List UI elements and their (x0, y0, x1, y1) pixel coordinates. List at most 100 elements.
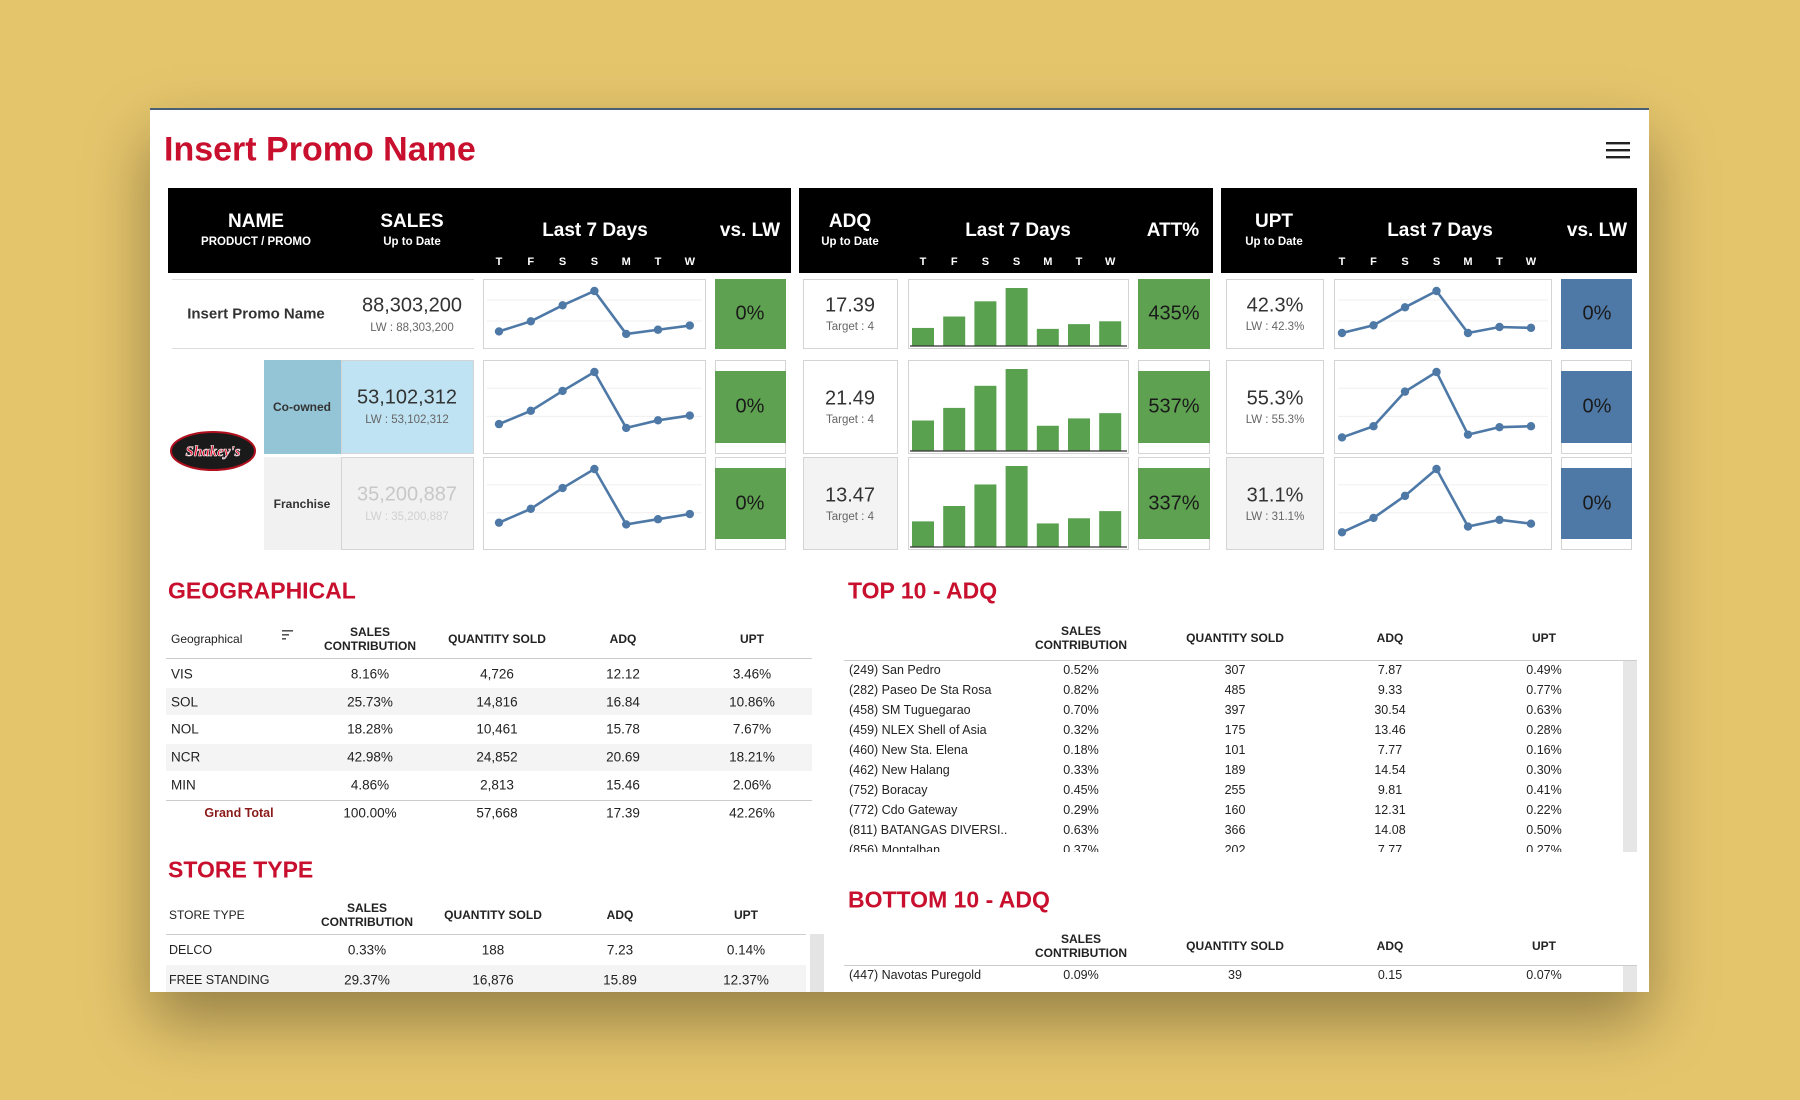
cell: 2.06% (732, 777, 772, 793)
cell: 0.14% (726, 942, 766, 958)
cell: 7.77 (1377, 743, 1403, 757)
cell: 0.18% (1063, 743, 1099, 757)
column-header: ADQ (609, 632, 637, 646)
upt-vs-lw: 0% (1582, 395, 1612, 418)
trend-point (1337, 328, 1347, 338)
section-title: BOTTOM 10 - ADQ (848, 886, 1050, 913)
upt-lw: LW : 42.3% (1245, 321, 1305, 333)
day-label: T (654, 256, 662, 268)
trend-point (1369, 422, 1378, 431)
cell: 7.23 (606, 942, 634, 958)
trend-point (526, 317, 535, 326)
cell: 0.37% (1063, 843, 1099, 852)
att-value: 435% (1148, 302, 1200, 325)
cell: 0.15 (1377, 968, 1403, 982)
header-label: vs. LW (1566, 220, 1628, 241)
sales-lw: LW : 35,200,887 (365, 510, 449, 523)
cell: VIS (171, 666, 193, 682)
cell: 15.89 (603, 972, 637, 988)
header-label: Up to Date (383, 236, 441, 248)
cell: NCR (171, 749, 201, 765)
header-rule (166, 658, 812, 659)
upt-value: 42.3% (1246, 294, 1304, 317)
trend-point (653, 515, 663, 524)
cell: 485 (1224, 683, 1246, 697)
att-value: 537% (1148, 395, 1200, 418)
cell: 0.77% (1526, 683, 1562, 697)
adq-value: 17.39 (824, 294, 876, 317)
day-label: S (590, 256, 599, 268)
header-band (1221, 188, 1637, 273)
value-cell (341, 360, 474, 454)
cell: 366 (1224, 823, 1246, 837)
bar (1005, 369, 1028, 451)
upt-cell (1226, 360, 1324, 454)
day-label: M (621, 256, 631, 268)
header-label: Last 7 Days (1387, 220, 1493, 241)
cell: (772) Cdo Gateway (849, 803, 958, 817)
cell: 255 (1224, 783, 1246, 797)
column-header: QUANTITY SOLD (1186, 631, 1284, 645)
cell: 0.49% (1526, 663, 1562, 677)
trend-point (494, 419, 504, 429)
vs-fill (715, 371, 786, 443)
sparkline (487, 464, 702, 529)
cell: FREE STANDING (169, 973, 270, 987)
bar (1068, 418, 1090, 451)
day-label: W (1104, 256, 1116, 268)
cell: 0.33% (347, 942, 387, 958)
cell: 10.86% (729, 694, 775, 710)
column-header: ADQ (1376, 631, 1404, 645)
header-band (168, 188, 791, 273)
header-band (799, 188, 1213, 273)
bar (943, 316, 966, 346)
column-header: UPT (1532, 631, 1556, 645)
trend-point (590, 286, 599, 296)
cell: (459) NLEX Shell of Asia (849, 723, 987, 737)
cell: 101 (1224, 743, 1246, 757)
bar (1036, 425, 1059, 451)
upt-cell (1226, 279, 1324, 349)
trend-point (1463, 522, 1473, 531)
header-rule (844, 965, 1637, 966)
trend-point (1400, 303, 1410, 312)
cell: (856) Montalban (849, 843, 941, 852)
column-header: QUANTITY SOLD (444, 908, 542, 922)
trend-point (1526, 422, 1536, 431)
day-label: T (1075, 256, 1083, 268)
bar (1099, 511, 1122, 547)
trend-point (685, 509, 694, 519)
upt-vs-lw: 0% (1582, 302, 1612, 325)
header-label: Up to Date (821, 236, 879, 248)
cell: 0.29% (1063, 803, 1099, 817)
total-label: Grand Total (204, 806, 274, 820)
trend-point (526, 504, 535, 514)
trend-point (1337, 433, 1347, 442)
chart-box (908, 279, 1129, 349)
column-header: UPT (1532, 939, 1556, 953)
sort-icon[interactable] (282, 630, 294, 640)
header-label: SALES (380, 211, 444, 232)
cell: 10,461 (476, 721, 518, 737)
bar (943, 407, 966, 451)
cell: (462) New Halang (849, 763, 950, 777)
upt-lw: LW : 31.1% (1245, 510, 1305, 523)
day-label: T (1338, 256, 1346, 268)
cell: 42.26% (729, 805, 775, 821)
trend-point (1463, 430, 1473, 439)
column-header: ADQ (1376, 939, 1404, 953)
cell: SOL (171, 694, 199, 710)
att-fill (1138, 371, 1210, 443)
cell: 0.63% (1526, 703, 1562, 717)
adq-cell (803, 279, 898, 349)
menu-button[interactable] (1606, 140, 1630, 160)
row-stripe (166, 743, 812, 771)
bar (1099, 413, 1122, 451)
bar (912, 327, 934, 346)
adq-target: Target : 4 (826, 321, 874, 333)
total-rule (166, 800, 812, 801)
day-label: S (1401, 256, 1409, 268)
trend-point (1432, 464, 1441, 474)
trend-point (558, 301, 567, 310)
